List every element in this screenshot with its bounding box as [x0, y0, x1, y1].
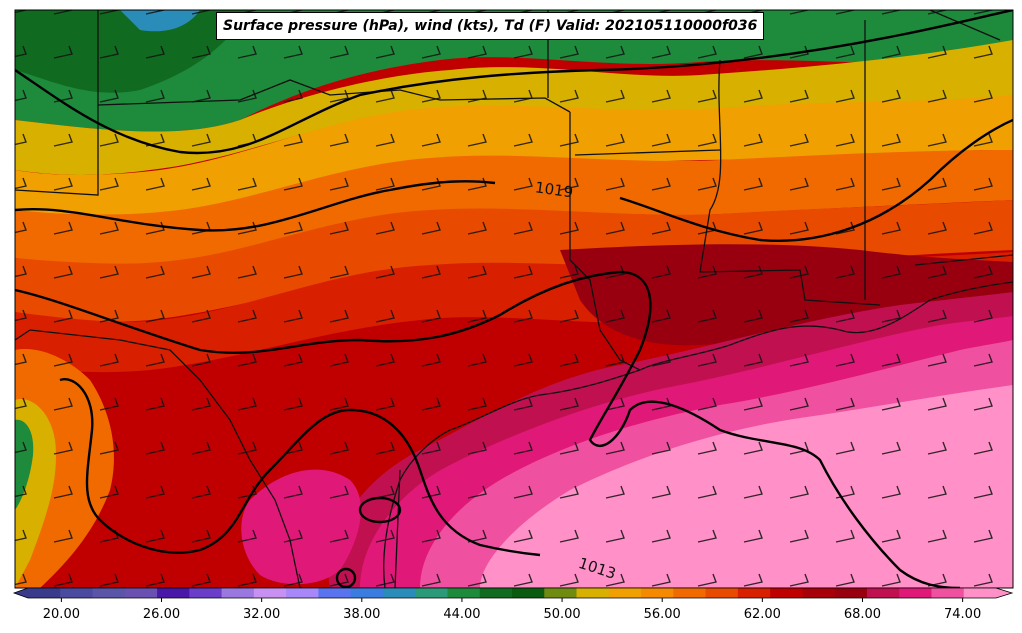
colorbar-cell — [770, 588, 803, 598]
colorbar-cell — [899, 588, 932, 598]
colorbar-tick-label: 32.00 — [243, 607, 280, 622]
colorbar-cell — [705, 588, 739, 598]
colorbar-cell — [318, 588, 352, 598]
colorbar-cells — [12, 587, 1014, 599]
colorbar-tick-label: 74.00 — [944, 607, 981, 622]
colorbar-tick-label: 38.00 — [343, 607, 380, 622]
map-field — [15, 10, 1013, 588]
colorbar-tick-label: 50.00 — [543, 607, 580, 622]
colorbar-cell — [447, 588, 481, 598]
colorbar-cell — [544, 588, 578, 598]
colorbar-cell — [60, 588, 94, 598]
colorbar-tick-label: 44.00 — [443, 607, 480, 622]
colorbar-cell — [253, 588, 287, 598]
colorbar-cell — [286, 588, 319, 598]
colorbar-outline — [12, 587, 1014, 599]
colorbar-cell — [221, 588, 255, 598]
map-title: Surface pressure (hPa), wind (kts), Td (… — [216, 12, 765, 40]
contour-label-1019: 1019 — [534, 178, 574, 201]
colorbar-cell — [350, 588, 384, 598]
colorbar-cell — [576, 588, 610, 598]
colorbar-cell — [512, 588, 545, 598]
colorbar-cell — [641, 588, 674, 598]
colorbar-cell — [866, 588, 900, 598]
colorbar-cell — [189, 588, 223, 598]
colorbar-cell — [92, 588, 126, 598]
colorbar-cell — [382, 588, 416, 598]
colorbar-tick-label: 20.00 — [43, 607, 80, 622]
colorbar-tick-label: 62.00 — [744, 607, 781, 622]
colorbar-cell — [479, 588, 513, 598]
colorbar-cell — [834, 588, 868, 598]
colorbar-extend-min — [14, 588, 28, 598]
colorbar-cell — [673, 588, 707, 598]
dewpoint-map: 1019 1013 — [14, 9, 1014, 589]
colorbar-cell — [737, 588, 771, 598]
colorbar-cell — [157, 588, 190, 598]
colorbar-ticks: 20.00 26.00 32.00 38.00 44.00 50.00 56.00 62.00… — [43, 598, 981, 622]
colorbar-cell — [802, 588, 836, 598]
colorbar-cell — [28, 588, 61, 598]
colorbar-tick-label: 26.00 — [143, 607, 180, 622]
colorbar-tick-label: 68.00 — [844, 607, 881, 622]
colorbar-cell — [415, 588, 448, 598]
colorbar-cell — [931, 588, 965, 598]
colorbar-cell — [124, 588, 158, 598]
colorbar-cell — [608, 588, 642, 598]
colorbar-cell — [963, 588, 997, 598]
colorbar-tick-label: 56.00 — [644, 607, 681, 622]
colorbar-extend-max — [996, 588, 1012, 598]
colorbar: 20.00 26.00 32.00 38.00 44.00 50.00 56.00 62.00… — [12, 587, 1014, 622]
